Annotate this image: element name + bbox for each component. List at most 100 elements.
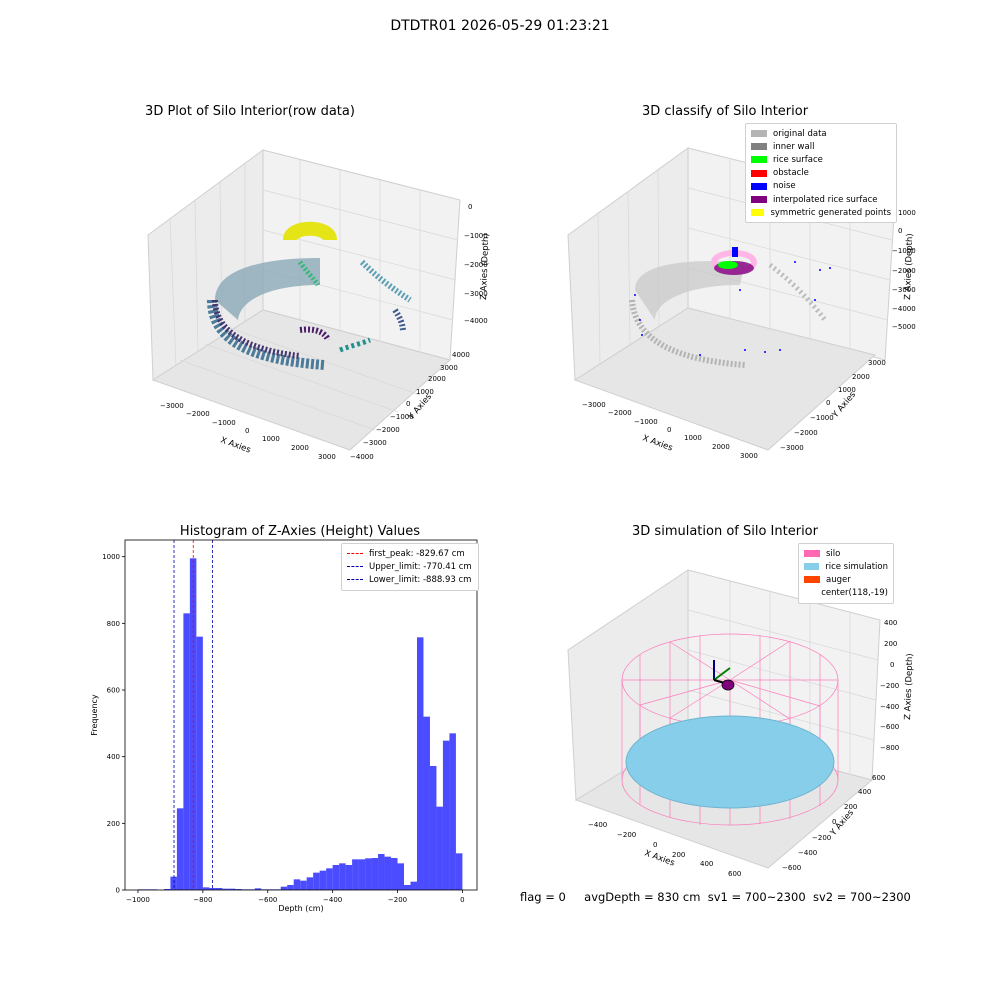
- histogram-bar: [397, 863, 405, 890]
- simulation-plot-title: 3D simulation of Silo Interior: [632, 524, 818, 539]
- histogram-bar: [442, 740, 450, 890]
- tick-label: −200: [880, 682, 899, 690]
- histogram-bar: [287, 885, 294, 890]
- raw-plot-title: 3D Plot of Silo Interior(row data): [145, 104, 355, 119]
- classify-points: [629, 247, 831, 368]
- legend-entry: silo: [804, 547, 888, 560]
- histogram-vlines: [173, 540, 213, 890]
- footer-avg-depth: avgDepth = 830 cm: [584, 890, 701, 904]
- tick-label: 3000: [868, 359, 886, 367]
- legend-line: [347, 553, 363, 555]
- histogram-y-ticks: 0 200 400 600 800 1000: [102, 553, 125, 895]
- legend-swatch: [804, 576, 820, 584]
- histogram-bar: [358, 859, 366, 890]
- tick-label: 200: [884, 640, 897, 648]
- tick-label: −2000: [186, 410, 210, 418]
- histogram-bar: [176, 808, 184, 890]
- rice-surface: [625, 715, 835, 809]
- histogram-bar: [300, 880, 307, 890]
- tick-label: −4000: [464, 317, 488, 325]
- raw-x-label: X Axies: [219, 435, 252, 455]
- tick-label: 400: [700, 860, 713, 868]
- classify-x-label: X Axies: [641, 433, 674, 453]
- tick-label: 3000: [318, 453, 336, 461]
- tick-label: 0: [406, 400, 410, 408]
- histogram-bar: [371, 858, 379, 890]
- y-tick-label: 600: [107, 687, 120, 695]
- tick-label: −4000: [892, 305, 916, 313]
- histogram-bar: [339, 863, 346, 890]
- histogram-bars: [137, 558, 463, 890]
- raw-y-ticks: 4000 3000 2000 1000 0 −1000 −2000 −3000 …: [350, 351, 470, 461]
- legend-entry: rice simulation: [804, 560, 888, 573]
- legend-line: [347, 566, 363, 568]
- tick-label: 3000: [740, 452, 758, 460]
- tick-label: 600: [872, 774, 885, 782]
- status-footer: flag = 0 avgDepth = 830 cm sv1 = 700~230…: [520, 890, 911, 904]
- legend-entry: first_peak: -829.67 cm: [347, 547, 473, 560]
- tick-label: −3000: [892, 286, 916, 294]
- tick-label: 2000: [291, 444, 309, 452]
- tick-label: −400: [880, 703, 899, 711]
- legend-swatch: [751, 196, 767, 204]
- footer-flag: flag = 0: [520, 890, 566, 904]
- simulation-x-ticks: −400 −200 0 200 400 600: [588, 821, 741, 878]
- tick-label: −1000: [390, 413, 414, 421]
- histogram-bar: [183, 613, 190, 890]
- legend-swatch: [751, 130, 767, 138]
- simulation-grid: [687, 581, 879, 773]
- histogram-bar: [215, 888, 223, 890]
- legend-label: rice simulation: [825, 561, 888, 572]
- histogram-bar: [222, 888, 229, 890]
- histogram-bar: [352, 859, 359, 890]
- raw-z-label: Z Axies (Depth): [479, 233, 491, 300]
- histogram-axes-frame: [124, 539, 478, 891]
- legend-label: obstacle: [773, 168, 809, 179]
- histogram-bar: [196, 636, 203, 890]
- y-tick-label: 0: [116, 887, 120, 895]
- tick-label: −1000: [810, 414, 834, 422]
- simulation-z-ticks: 400 200 0 −200 −400 −600 −800: [880, 619, 899, 752]
- histogram-bar: [410, 881, 417, 890]
- classify-x-ticks: −3000 −2000 −1000 0 1000 2000 3000: [582, 401, 758, 460]
- histogram-bar: [319, 870, 327, 890]
- tick-label: −2000: [794, 429, 818, 437]
- simulation-legend: silo rice simulation auger center(118,-1…: [798, 543, 894, 604]
- legend-label: auger: [826, 574, 851, 585]
- histogram-bar: [365, 858, 372, 890]
- figure-suptitle: DTDTR01 2026-05-29 01:23:21: [390, 18, 610, 34]
- legend-entry: Upper_limit: -770.41 cm: [347, 560, 473, 573]
- legend-swatch: [804, 550, 820, 558]
- tick-label: 2000: [852, 373, 870, 381]
- auger-marker: [713, 660, 735, 691]
- histogram-bar: [306, 877, 314, 890]
- tick-label: 0: [245, 427, 249, 435]
- tick-label: 200: [672, 851, 685, 859]
- tick-label: 600: [728, 870, 741, 878]
- legend-entry: auger: [804, 573, 888, 586]
- classify-y-label: Y Axies: [830, 390, 858, 421]
- tick-label: −3000: [780, 444, 804, 452]
- pane-floor: [573, 307, 877, 451]
- y-tick-label: 1000: [102, 553, 120, 561]
- legend-label: inner wall: [773, 141, 815, 152]
- legend-swatch: [751, 209, 765, 217]
- tick-label: −1000: [634, 418, 658, 426]
- legend-line: [347, 579, 363, 581]
- legend-label: first_peak: -829.67 cm: [369, 548, 465, 559]
- tick-label: 0: [653, 841, 657, 849]
- tick-label: −200: [617, 831, 636, 839]
- tick-label: −2000: [376, 426, 400, 434]
- classify-plot-title: 3D classify of Silo Interior: [641, 104, 809, 119]
- tick-label: −2000: [892, 267, 916, 275]
- x-tick-label: −400: [323, 896, 342, 904]
- classify-z-ticks: 1000 0 −1000 −2000 −3000 −4000 −5000: [892, 209, 916, 331]
- histogram-bar: [455, 853, 463, 890]
- histogram-bar: [280, 886, 288, 890]
- tick-label: 0: [890, 661, 894, 669]
- tick-label: 2000: [712, 443, 730, 451]
- tick-label: 400: [858, 788, 871, 796]
- histogram-bar: [332, 865, 340, 890]
- panel-classify: 3D classify of Silo Interior −3: [500, 0, 1000, 480]
- tick-label: −1000: [892, 247, 916, 255]
